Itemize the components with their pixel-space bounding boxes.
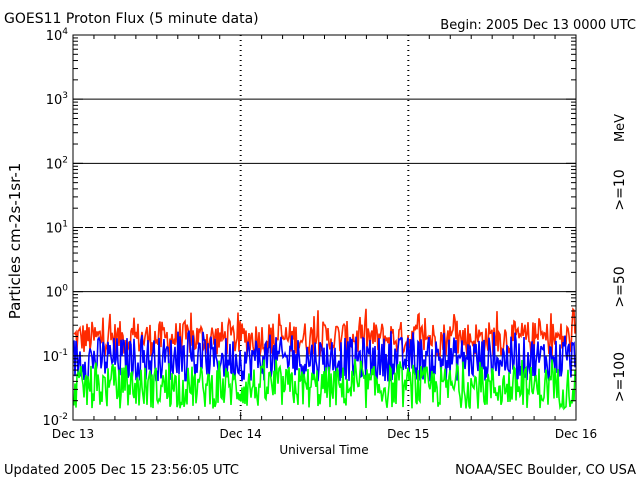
chart-title: GOES11 Proton Flux (5 minute data) [4,11,259,27]
updated-timestamp: Updated 2005 Dec 15 23:56:05 UTC [4,463,239,478]
y-axis-label: Particles cm-2s-1sr-1 [6,163,24,320]
series-line-ge10 [73,307,576,359]
y-tick-label: 10-2 [42,412,68,429]
y-tick-label: 103 [46,91,68,108]
legend-ge50: >=50 [612,266,628,307]
x-tick-label: Dec 13 [52,427,94,441]
plot-area: 10-2 10-1 100 101 102 103 104 Dec 13 Dec 14 Dec 1… [42,27,597,441]
legend-ge100: >=100 [612,352,628,402]
legend-ge10: >=10 [612,169,628,210]
x-axis-label: Universal Time [279,443,368,457]
credit-label: NOAA/SEC Boulder, CO USA [455,463,636,478]
series-line-ge100 [73,359,576,411]
x-tick-label: Dec 15 [387,427,429,441]
y-tick-label: 10-1 [42,348,68,365]
y-tick-label: 102 [46,155,68,172]
x-tick-label: Dec 14 [220,427,262,441]
y-axis-label-text: Particles cm-2s-1sr-1 [6,163,24,320]
y-tick-label: 104 [46,27,69,44]
y-tick-label: 100 [46,284,69,301]
x-tick-label: Dec 16 [555,427,597,441]
y-tick-label: 101 [46,220,68,237]
legend: MeV >=10 >=50 >=100 [612,114,628,402]
legend-unit: MeV [613,114,628,142]
plot-frame [72,34,577,421]
begin-date-label: Begin: 2005 Dec 13 0000 UTC [440,18,636,33]
